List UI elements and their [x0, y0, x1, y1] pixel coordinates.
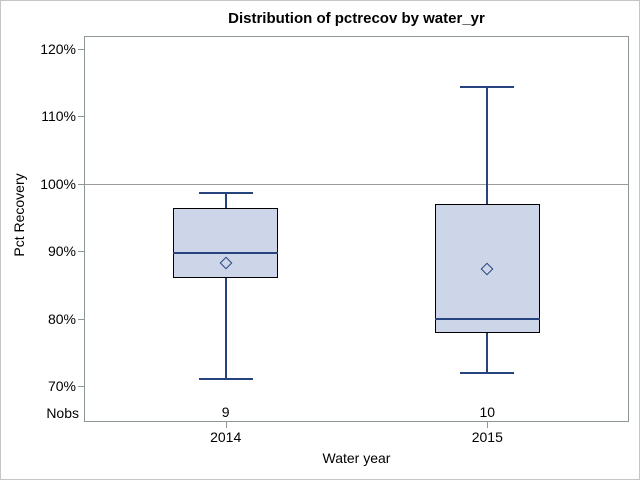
y-tick-mark-80 — [78, 318, 84, 320]
y-tick-mark-110 — [78, 116, 84, 118]
lower-whisker-2014 — [224, 278, 227, 379]
y-tick-label-120: 120% — [40, 41, 76, 57]
y-tick-label-90: 90% — [47, 243, 76, 260]
y-tick-label-70: 70% — [47, 378, 76, 394]
x-tick-mark-2015 — [487, 422, 489, 428]
min-cap-2015 — [460, 372, 515, 375]
x-category-label-2015: 2015 — [471, 429, 503, 445]
max-cap-2014 — [198, 191, 253, 194]
y-axis-title: Pct Recovery — [11, 173, 27, 257]
y-tick-label-110: 110% — [41, 108, 76, 125]
y-tick-label-100: 100% — [40, 175, 76, 192]
reference-line-100pct — [85, 183, 628, 185]
nobs-row-label: Nobs — [46, 405, 79, 421]
median-line-2014 — [173, 251, 279, 254]
y-tick-mark-120 — [78, 49, 84, 50]
y-tick-mark-90 — [78, 251, 84, 253]
x-axis-title: Water year — [322, 450, 391, 466]
iqr-box-2014 — [173, 208, 279, 279]
upper-whisker-2015 — [486, 86, 489, 204]
chart-title: Distribution of pctrecov by water_yr — [228, 10, 485, 27]
iqr-box-2015 — [434, 204, 540, 334]
y-tick-mark-100 — [78, 183, 84, 185]
plot-area-frame — [84, 36, 629, 422]
median-line-2015 — [434, 317, 540, 320]
y-tick-mark-70 — [78, 386, 84, 387]
max-cap-2015 — [460, 85, 515, 88]
x-category-label-2014: 2014 — [210, 429, 242, 445]
upper-whisker-2014 — [224, 192, 227, 209]
nobs-value-2014: 9 — [221, 404, 230, 420]
nobs-value-2015: 10 — [479, 404, 496, 420]
x-tick-mark-2014 — [225, 422, 227, 428]
lower-whisker-2015 — [486, 333, 489, 374]
min-cap-2014 — [198, 377, 253, 380]
y-tick-label-80: 80% — [47, 310, 76, 327]
